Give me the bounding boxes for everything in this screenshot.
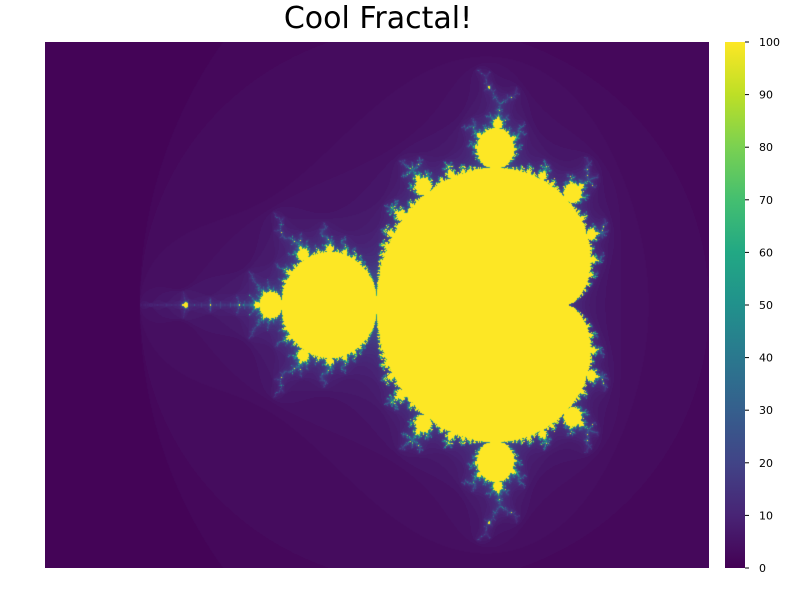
colorbar-ticks: 0 10 20 30 40 50 60 70 80 90 100 [745,36,780,575]
colorbar-tick-label: 90 [759,89,773,102]
colorbar-tick-label: 0 [759,562,766,575]
chart-title: Cool Fractal! [284,1,472,36]
heatmap-plot-area [45,42,709,568]
colorbar [725,42,745,568]
colorbar-tick-label: 40 [759,352,773,365]
colorbar-tick-label: 60 [759,246,773,259]
colorbar-tick-label: 10 [759,509,773,522]
heatmap-canvas [45,42,709,568]
colorbar-tick-label: 30 [759,404,773,417]
colorbar-tick-label: 100 [759,36,780,49]
colorbar-tick-label: 80 [759,141,773,154]
colorbar-tick-label: 50 [759,299,773,312]
colorbar-tick-label: 20 [759,457,773,470]
colorbar-tick-label: 70 [759,194,773,207]
